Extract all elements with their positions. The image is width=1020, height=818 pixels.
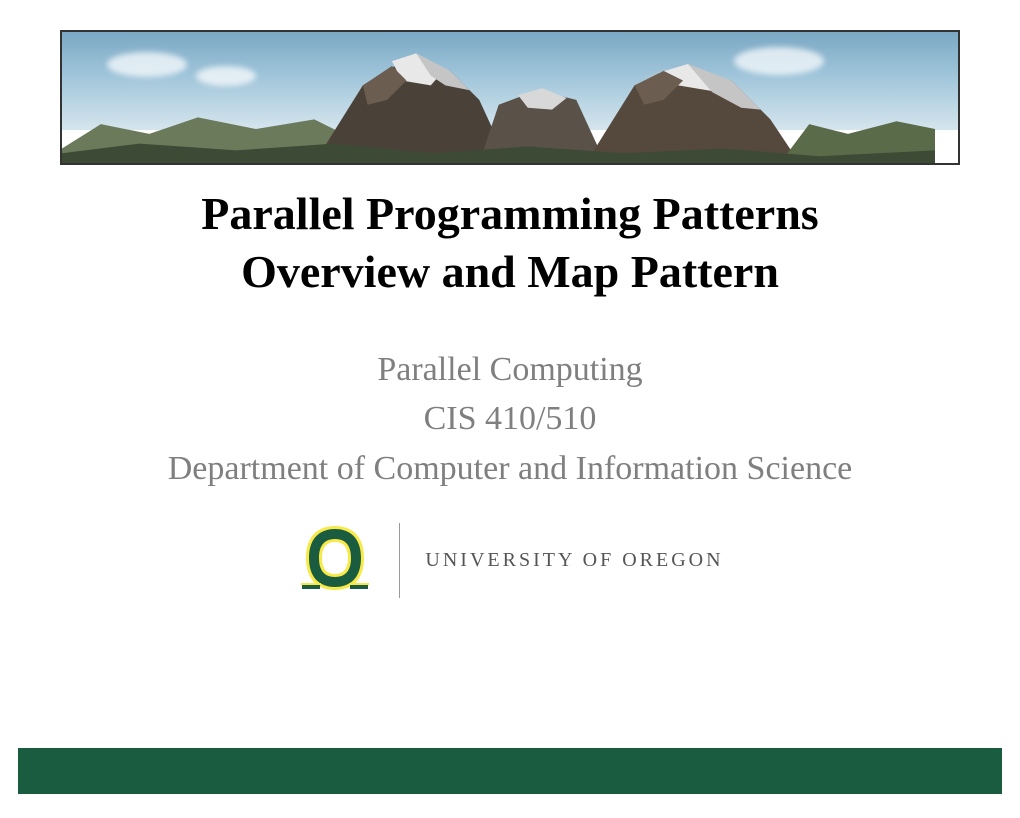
university-logo-block: UNIVERSITY OF OREGON [0,523,1020,598]
logo-divider [399,523,400,598]
footer-green-bar [18,748,1002,794]
university-name: UNIVERSITY OF OREGON [425,549,723,572]
mountain-svg [62,32,935,163]
oregon-o-logo-icon [296,524,374,597]
subtitle-course-name: Parallel Computing [0,345,1020,394]
title-line-1: Parallel Programming Patterns [0,185,1020,243]
title-block: Parallel Programming Patterns Overview a… [0,185,1020,300]
title-line-2: Overview and Map Pattern [0,243,1020,301]
subtitle-block: Parallel Computing CIS 410/510 Departmen… [0,345,1020,493]
mountain-banner [60,30,960,165]
subtitle-department: Department of Computer and Information S… [0,444,1020,493]
subtitle-course-code: CIS 410/510 [0,394,1020,443]
